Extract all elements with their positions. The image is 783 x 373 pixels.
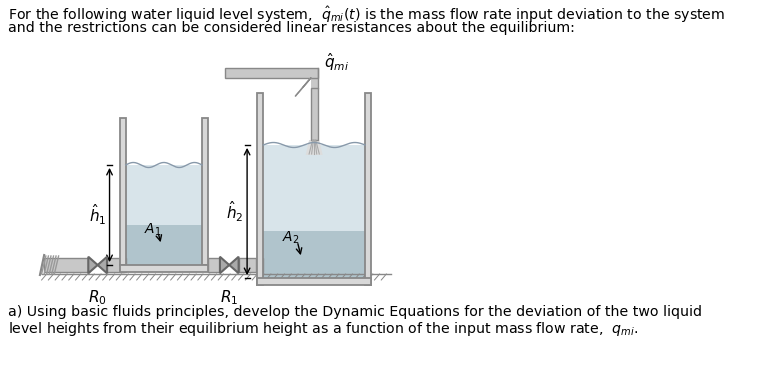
Bar [120,118,126,265]
Polygon shape [229,257,239,273]
Bar [208,258,220,272]
Bar [239,258,260,272]
Polygon shape [98,257,107,273]
Text: level heights from their equilibrium height as a function of the input mass flow: level heights from their equilibrium hei… [9,320,639,338]
Polygon shape [220,257,229,273]
Bar [311,68,318,88]
Bar [126,225,202,265]
Text: $R_0$: $R_0$ [88,288,107,307]
Bar [88,258,89,272]
Bar [255,258,263,272]
Bar [126,165,202,265]
Bar [44,258,89,272]
Text: For the following water liquid level system,  $\hat{q}_{mi}(t)$ is the mass flow: For the following water liquid level sys… [9,5,726,25]
Bar [225,68,318,78]
Text: a) Using basic fluids principles, develop the Dynamic Equations for the deviatio: a) Using basic fluids principles, develo… [9,305,702,319]
Bar [120,265,208,272]
Polygon shape [305,140,323,155]
Bar [365,93,371,285]
Polygon shape [88,257,98,273]
Text: $A_1$: $A_1$ [144,222,162,238]
Text: $R_1$: $R_1$ [220,288,239,307]
Text: $\hat{q}_{mi}$: $\hat{q}_{mi}$ [324,51,349,73]
Bar [120,258,126,272]
Bar [263,232,365,278]
Bar [202,118,208,265]
Bar [263,145,365,278]
Bar [258,278,371,285]
Polygon shape [295,78,311,96]
Text: $A_2$: $A_2$ [282,230,299,246]
Text: $\hat{h}_2$: $\hat{h}_2$ [226,199,244,224]
Bar [258,93,263,285]
Bar [107,258,124,272]
Bar [311,88,318,140]
Text: and the restrictions can be considered linear resistances about the equilibrium:: and the restrictions can be considered l… [9,21,576,35]
Text: $\hat{h}_1$: $\hat{h}_1$ [89,203,106,227]
